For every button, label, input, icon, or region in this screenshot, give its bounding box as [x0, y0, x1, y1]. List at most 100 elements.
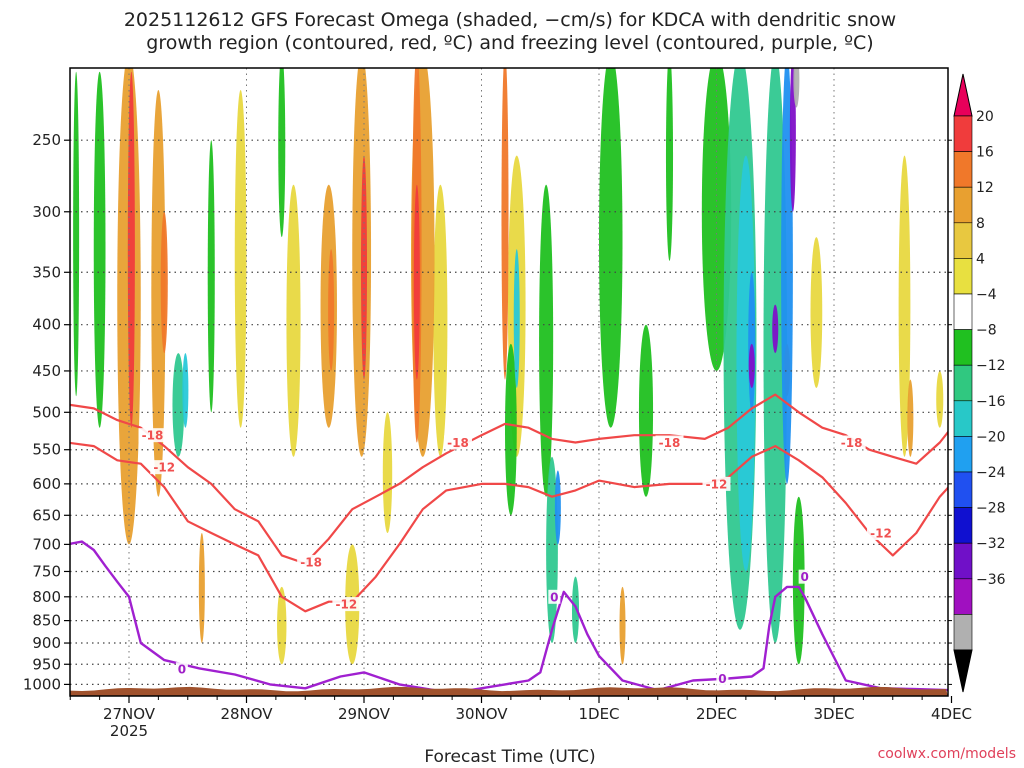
omega-blob-1: [286, 184, 301, 457]
colorbar-band-1: [953, 151, 973, 188]
y-tick-label-500: 500: [32, 403, 61, 421]
colorbar-tick-label-12: −32: [976, 536, 1006, 552]
colorbar-band-2: [953, 186, 973, 224]
omega-blob-50: [748, 343, 755, 389]
colorbar-band-10: [953, 471, 973, 508]
contour-label-12: 0: [800, 570, 808, 584]
contour-label-3: -12: [336, 598, 358, 612]
y-tick-label-300: 300: [32, 203, 61, 221]
x-axis-title: Forecast Time (UTC): [424, 747, 595, 767]
credit-label: coolwx.com/models: [878, 746, 1016, 762]
y-tick-label-250: 250: [32, 131, 61, 149]
omega-blob-33: [501, 68, 509, 380]
omega-blob-31: [328, 249, 335, 371]
colorbar-top-arrow: [953, 73, 973, 117]
omega-blob-4: [277, 586, 287, 665]
colorbar-band-13: [953, 578, 973, 615]
colorbar-band-8: [953, 400, 973, 437]
dgz-contour--18: [70, 393, 948, 565]
omega-blob-23: [619, 586, 626, 665]
contour-label-2: -18: [300, 555, 322, 569]
colorbar-band-12: [953, 542, 973, 580]
x-tick-label-3DEC: 3DEC: [813, 705, 854, 723]
omega-blob-9: [382, 412, 393, 534]
y-tick-label-350: 350: [32, 263, 61, 281]
contour-label-bg-3: [332, 597, 361, 612]
contour-label-11: 0: [718, 672, 726, 686]
colorbar: 20 16 12 8 4 −4 −8 −12 −16 −20 −24 −28 −32 −36: [953, 73, 1006, 693]
omega-blob-15: [278, 68, 286, 238]
omega-blob-0: [234, 90, 247, 428]
grid: [70, 68, 948, 696]
omega-blob-42: [413, 184, 420, 380]
omega-blob-40: [182, 353, 189, 428]
omega-blob-19: [539, 184, 554, 497]
omega-blob-28: [198, 533, 205, 644]
colorbar-tick-label-10: −24: [976, 465, 1006, 481]
contour-label-8: -12: [870, 527, 892, 541]
omega-blob-46: [748, 272, 756, 413]
omega-blob-47: [781, 68, 793, 484]
x-tick-label-1DEC: 1DEC: [578, 705, 619, 723]
colorbar-tick-label-3: 8: [976, 216, 985, 232]
x-tick-label-27NOV: 27NOV: [103, 705, 156, 723]
omega-blob-2: [433, 184, 448, 457]
x-tick-label-4DEC: 4DEC: [931, 705, 972, 723]
plot-frame: [69, 67, 949, 697]
colorbar-band-11: [953, 507, 973, 544]
colorbar-tick-label-7: −12: [976, 358, 1006, 374]
colorbar-band-5: [953, 293, 973, 330]
y-tick-label-900: 900: [32, 634, 61, 652]
x-tick-label-28NOV: 28NOV: [220, 705, 273, 723]
colorbar-band-9: [953, 436, 973, 473]
contour-label-bg-2: [297, 554, 326, 569]
contour-label-9: 0: [178, 663, 186, 677]
y-tick-label-950: 950: [32, 655, 61, 673]
x-tick-label-29NOV: 29NOV: [338, 705, 391, 723]
colorbar-tick-label-0: 20: [976, 109, 994, 125]
colorbar-tick-label-4: 4: [976, 251, 985, 267]
omega-blob-30: [172, 353, 185, 457]
omega-blob-20: [505, 343, 517, 516]
x-tick-label-2DEC: 2DEC: [696, 705, 737, 723]
colorbar-band-0: [953, 115, 973, 152]
omega-blob-43: [513, 249, 520, 389]
y-tick-label-1000: 1000: [23, 675, 61, 693]
omega-blob-29: [160, 211, 168, 354]
y-tick-label-850: 850: [32, 612, 61, 630]
colorbar-tick-label-1: 16: [976, 145, 994, 161]
omega-blob-51: [793, 68, 800, 108]
omega-blob-8: [936, 370, 944, 428]
contour-label-bg-6: [702, 476, 731, 491]
omega-blob-49: [772, 304, 779, 354]
contour-label-1: -12: [153, 461, 175, 475]
contour-label-bg-12: [798, 569, 811, 584]
colorbar-tick-label-2: 12: [976, 180, 994, 196]
x-tick-sublabel-27NOV: 2025: [110, 722, 148, 740]
omega-blob-13: [151, 90, 166, 497]
omega-blob-48: [789, 68, 796, 212]
y-tick-label-400: 400: [32, 316, 61, 334]
colorbar-tick-label-5: −4: [976, 287, 997, 303]
y-axis: 250 300 350 400 450 500 550 600 650 700 750 800 850 9…: [23, 131, 952, 693]
y-tick-label-600: 600: [32, 475, 61, 493]
omega-blob-22: [638, 324, 654, 497]
contour-label-4: -18: [447, 436, 469, 450]
contour-label-bg-10: [548, 589, 561, 604]
y-tick-label-800: 800: [32, 588, 61, 606]
contour-label-7: -18: [841, 436, 863, 450]
colorbar-band-3: [953, 222, 973, 259]
chart-title-line-2: growth region (contoured, red, ºC) and f…: [146, 32, 873, 54]
x-tick-label-30NOV: 30NOV: [455, 705, 508, 723]
y-tick-label-700: 700: [32, 535, 61, 553]
colorbar-tick-label-8: −16: [976, 394, 1006, 410]
omega-blob-45: [554, 470, 561, 545]
y-tick-label-550: 550: [32, 441, 61, 459]
contour-label-bg-8: [867, 526, 895, 541]
y-tick-label-750: 750: [32, 562, 61, 580]
omega-blob-11: [93, 71, 106, 428]
y-tick-label-450: 450: [32, 362, 61, 380]
freezing-level-contour: [70, 540, 948, 692]
y-tick-label-650: 650: [32, 506, 61, 524]
